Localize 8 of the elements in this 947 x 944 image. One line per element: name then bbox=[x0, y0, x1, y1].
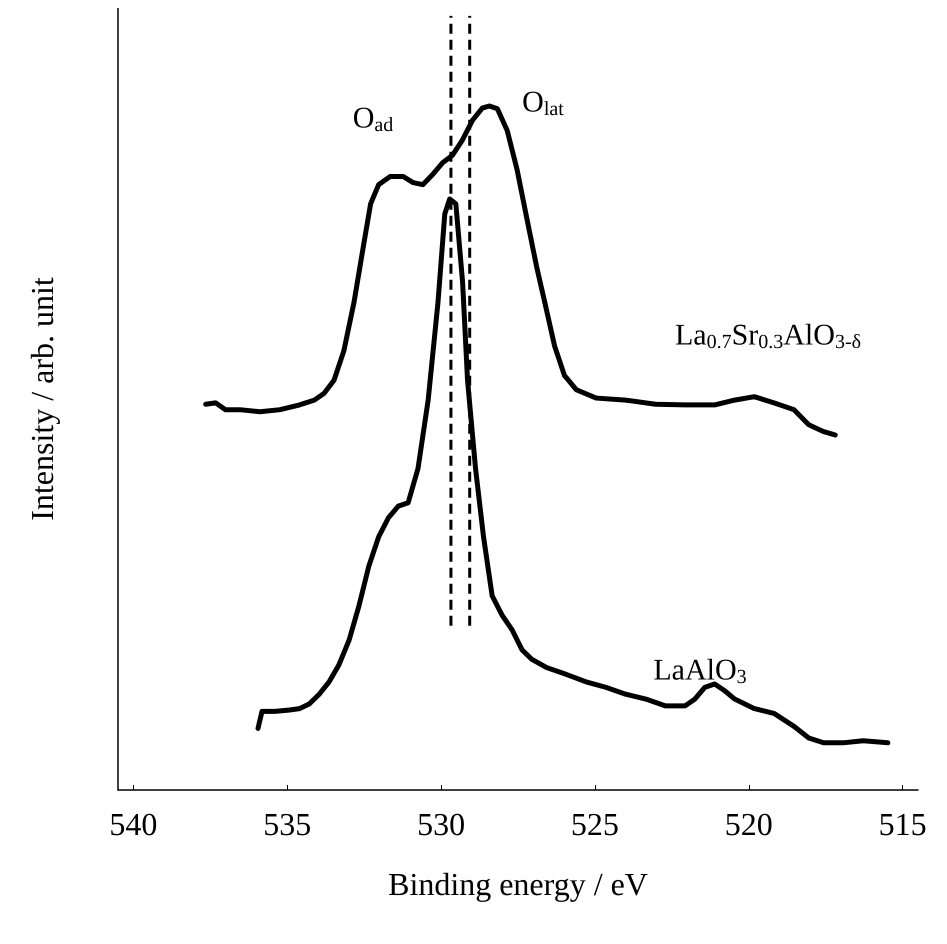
y-axis-title: Intensity / arb. unit bbox=[24, 277, 60, 521]
x-tick-label: 520 bbox=[724, 806, 773, 842]
x-tick-label: 530 bbox=[417, 806, 466, 842]
x-tick-label: 525 bbox=[570, 806, 619, 842]
x-tick-label: 515 bbox=[878, 806, 927, 842]
x-axis-title: Binding energy / eV bbox=[388, 866, 648, 902]
x-tick-label: 535 bbox=[263, 806, 312, 842]
x-tick-label: 540 bbox=[109, 806, 158, 842]
